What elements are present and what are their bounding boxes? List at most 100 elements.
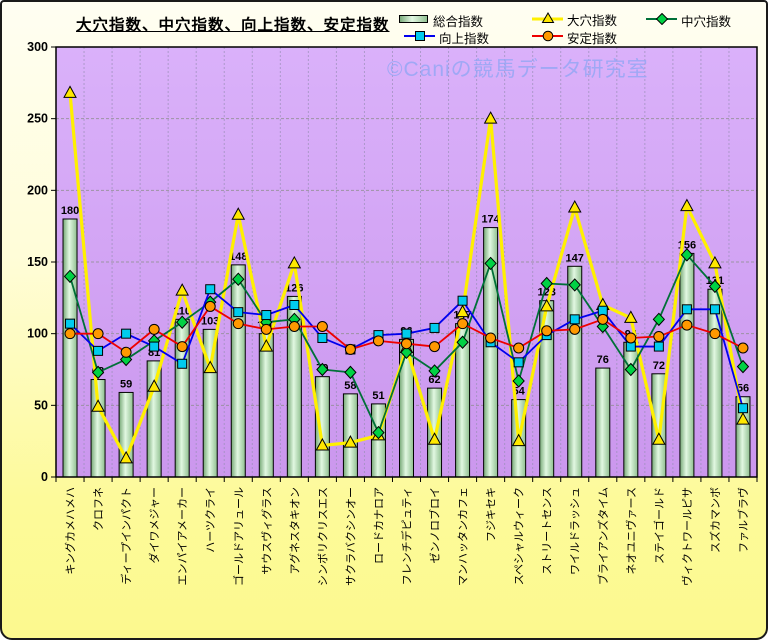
diamond-marker	[428, 364, 441, 378]
circle-marker	[204, 300, 216, 312]
bar	[118, 391, 134, 478]
square-marker	[681, 304, 692, 315]
circle-marker	[64, 328, 76, 340]
x-category-label: ステイゴールド	[652, 487, 666, 564]
chart-title: 大穴指数、中穴指数、向上指数、安定指数	[76, 17, 390, 34]
bar	[567, 265, 583, 478]
y-tick-label: 0	[41, 470, 48, 484]
bar	[62, 218, 78, 478]
square-marker	[261, 310, 272, 321]
triangle-marker	[287, 255, 302, 269]
x-category-label: スズカマンボ	[708, 487, 722, 553]
x-category-label: フジキセキ	[485, 487, 498, 542]
x-category-label: エンパイアメーカー	[176, 487, 189, 585]
legend-label: 向上指数	[439, 32, 490, 46]
triangle-marker-icon	[532, 11, 564, 28]
x-category-label: ストリートセンス	[541, 487, 554, 575]
square-marker	[149, 341, 160, 352]
x-category-label: シンボリクリスエス	[316, 487, 329, 586]
diamond-marker	[680, 248, 694, 262]
bar-value-label: 180	[61, 205, 79, 217]
diamond-marker	[316, 362, 329, 377]
diamond-marker	[63, 269, 77, 284]
bar-value-label: 56	[737, 383, 749, 395]
bar-value-label: 58	[344, 380, 356, 392]
circle-marker	[597, 313, 609, 325]
diamond-marker	[624, 362, 637, 377]
circle-marker	[737, 342, 749, 354]
watermark: ©Caniの競馬データ研究室	[387, 58, 649, 81]
legend-item-koujou: 向上指数	[404, 28, 489, 47]
circle-marker	[681, 319, 693, 331]
diamond-marker	[400, 345, 413, 360]
triangle-marker	[708, 255, 722, 269]
triangle-marker	[175, 283, 190, 296]
triangle-marker	[119, 450, 133, 464]
legend-label: 総合指数	[433, 15, 484, 29]
bar-value-label: 147	[566, 252, 584, 264]
legend-item-sougou: 総合指数	[398, 11, 483, 30]
bar-value-label: 51	[372, 390, 384, 402]
triangle-marker	[623, 310, 638, 323]
diamond-marker	[512, 374, 525, 388]
triangle-marker	[91, 399, 105, 412]
legend-label: 安定指数	[567, 32, 618, 46]
triangle-marker	[539, 298, 554, 312]
triangle-marker	[203, 360, 218, 374]
x-category-label: ゴールドアリュール	[231, 487, 245, 586]
bar-value-label: 103	[201, 315, 219, 327]
diamond-marker	[456, 335, 469, 350]
square-marker	[93, 345, 104, 356]
bar-value-label: 76	[597, 354, 609, 366]
diamond-marker	[484, 256, 497, 271]
x-category-label: ヴィクトワールピサ	[680, 487, 694, 586]
y-tick-label: 250	[27, 112, 48, 126]
x-category-label: ブライアンズタイム	[596, 487, 610, 585]
bar-value-label: 62	[428, 374, 440, 386]
circle-marker	[541, 325, 553, 337]
circle-marker	[485, 332, 497, 344]
circle-marker	[288, 321, 300, 332]
triangle-marker	[427, 432, 442, 445]
legend-item-chuuana: 中穴指数	[646, 11, 731, 30]
square-marker	[65, 318, 76, 329]
x-category-label: ディープインパクト	[119, 487, 133, 585]
square-marker	[205, 284, 216, 295]
bar-value-label: 148	[229, 251, 247, 263]
x-category-label: クロフネ	[92, 487, 105, 531]
square-marker	[289, 300, 300, 310]
triangle-marker	[147, 379, 161, 392]
legend-item-antei: 安定指数	[532, 28, 617, 47]
bar	[314, 376, 330, 478]
circle-marker	[316, 321, 328, 332]
y-tick-label: 300	[27, 40, 48, 54]
x-category-label: ロードカナロア	[372, 487, 385, 564]
legend-item-ooana: 大穴指数	[532, 10, 617, 29]
x-category-label: ハーツクライ	[204, 487, 217, 553]
bar-value-label: 174	[481, 214, 500, 226]
circle-marker	[401, 338, 412, 350]
circle-marker	[260, 323, 272, 335]
circle-marker	[457, 318, 469, 330]
square-marker	[513, 357, 524, 368]
bar-value-label: 72	[653, 360, 665, 372]
square-marker	[177, 358, 188, 369]
circle-marker	[709, 328, 721, 340]
x-category-label: マンハッタンカフェ	[457, 487, 470, 586]
y-tick-label: 150	[27, 255, 48, 269]
square-marker	[457, 295, 468, 306]
y-tick-label: 100	[27, 327, 48, 341]
x-category-label: サウスヴィグラス	[259, 487, 273, 575]
y-tick-label: 50	[34, 398, 48, 412]
diamond-marker	[568, 278, 581, 292]
bar	[258, 333, 274, 478]
square-marker	[429, 322, 440, 333]
triangle-marker	[315, 437, 330, 451]
diamond-marker	[652, 312, 666, 327]
x-category-label: ネオユニヴァース	[624, 487, 638, 574]
triangle-marker	[259, 339, 274, 352]
triangle-marker	[63, 85, 77, 98]
diamond-marker	[232, 272, 245, 286]
circle-marker	[92, 328, 104, 340]
